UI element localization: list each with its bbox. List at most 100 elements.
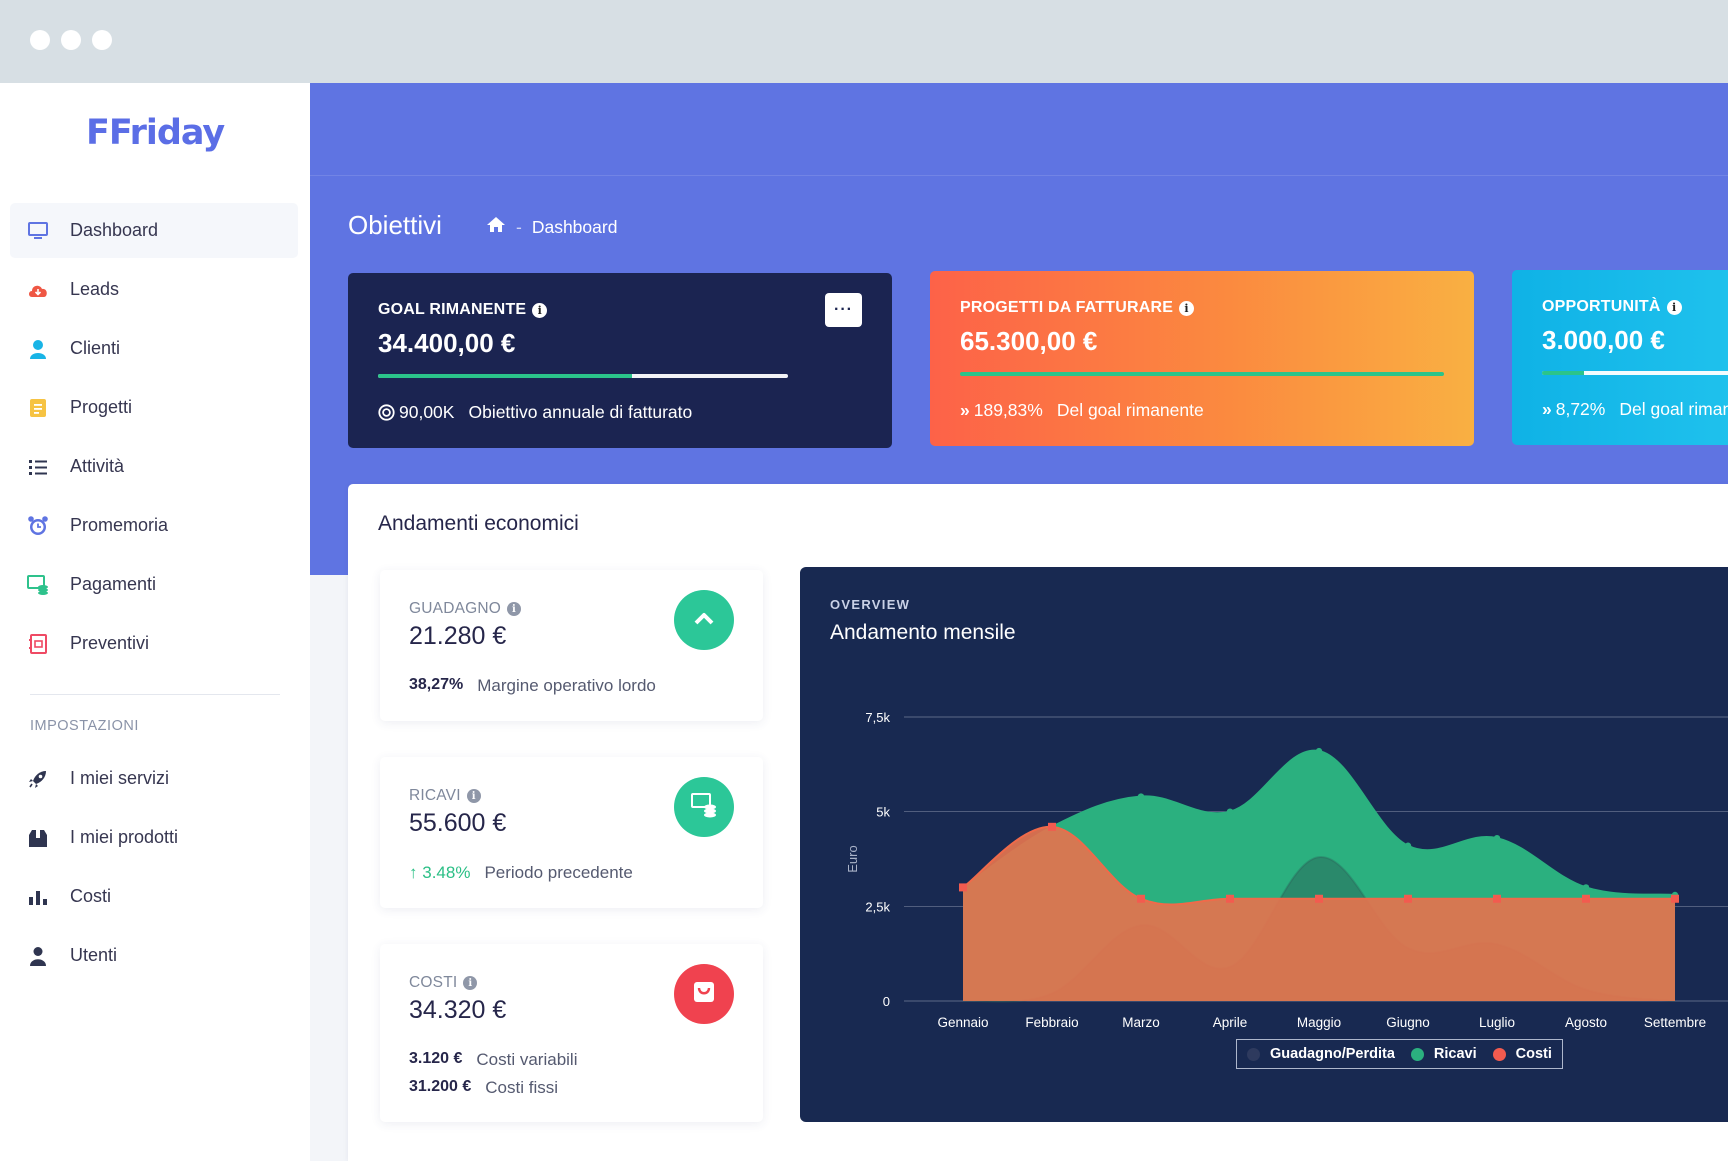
costs-card: COSTI i 34.320 € 3.120 € Costi variabili … — [380, 944, 763, 1122]
data-point[interactable] — [1404, 894, 1412, 903]
costs-button[interactable] — [674, 964, 734, 1024]
data-point[interactable] — [1137, 793, 1145, 800]
user-icon — [27, 338, 49, 360]
window-maximize-button[interactable] — [92, 30, 112, 50]
info-icon[interactable]: i — [1666, 299, 1682, 315]
sidebar-item-dashboard[interactable]: Dashboard — [10, 203, 298, 258]
sidebar-item-label: I miei prodotti — [70, 827, 179, 847]
data-point[interactable] — [1226, 894, 1234, 903]
sidebar-item-label: Dashboard — [70, 220, 159, 240]
more-options-button[interactable]: ··· — [825, 293, 862, 327]
y-tick-label: 5k — [876, 805, 890, 820]
sidebar-item-progetti[interactable]: Progetti — [10, 380, 298, 435]
sidebar-item-prodotti[interactable]: I miei prodotti — [10, 810, 298, 865]
costs-fixed-value: 31.200 € — [409, 1078, 472, 1095]
arrow-up-button[interactable] — [674, 590, 734, 650]
sidebar-item-leads[interactable]: Leads — [10, 262, 298, 317]
legend-swatch — [1492, 1047, 1506, 1061]
data-point[interactable] — [1315, 747, 1323, 755]
app-logo[interactable]: FFriday — [86, 113, 225, 153]
window-minimize-button[interactable] — [61, 30, 81, 50]
data-point[interactable] — [1493, 894, 1501, 903]
double-chevron-right-icon: » — [960, 400, 970, 420]
sidebar-item-label: Leads — [70, 279, 120, 299]
data-point[interactable] — [1404, 842, 1412, 849]
goal-to-invoice-caption: Del goal rimanente — [1056, 400, 1204, 420]
info-icon[interactable]: i — [532, 302, 548, 318]
sidebar-item-label: Preventivi — [70, 633, 150, 653]
overview-chart-card: OVERVIEW Andamento mensile 0 2,5k 5k 7,5k Eu… — [800, 567, 1728, 1122]
sidebar-section-title: IMPOSTAZIONI — [30, 718, 139, 734]
sidebar-item-label: Attività — [70, 456, 125, 476]
data-point[interactable] — [1582, 894, 1590, 903]
data-point[interactable] — [1137, 894, 1145, 903]
home-icon[interactable] — [486, 216, 506, 238]
sidebar-divider — [30, 694, 280, 695]
data-point[interactable] — [1315, 894, 1323, 903]
breadcrumb-current[interactable]: Dashboard — [531, 216, 618, 237]
rocket-icon — [27, 768, 49, 790]
revenue-button[interactable] — [674, 777, 734, 837]
box-icon — [27, 827, 49, 849]
goal-opportunities-label: OPPORTUNITÀ i — [1542, 298, 1682, 316]
data-point[interactable] — [1671, 894, 1679, 903]
y-tick-label: 0 — [883, 994, 890, 1009]
profit-label: GUADAGNO i — [409, 600, 522, 618]
document-icon — [27, 633, 49, 655]
goal-remaining-footer: 90,00K Obiettivo annuale di fatturato — [378, 402, 692, 423]
info-icon[interactable]: i — [1179, 300, 1195, 316]
series-area-costi — [963, 826, 1675, 1001]
costs-variable-row: 3.120 € Costi variabili — [409, 1050, 577, 1070]
data-point[interactable] — [959, 883, 967, 892]
info-icon[interactable]: i — [507, 602, 522, 616]
data-point[interactable] — [1582, 884, 1590, 891]
x-tick-label: Agosto — [1565, 1015, 1607, 1030]
x-tick-label: Luglio — [1479, 1015, 1515, 1030]
legend-item[interactable]: Costi — [1492, 1046, 1552, 1062]
chart-legend: Guadagno/Perdita Ricavi Costi — [1236, 1039, 1563, 1069]
goal-to-invoice-progress — [960, 372, 1444, 376]
sidebar-item-clienti[interactable]: Clienti — [10, 321, 298, 376]
legend-item[interactable]: Ricavi — [1410, 1046, 1477, 1062]
revenue-value: 55.600 € — [409, 809, 507, 837]
data-point[interactable] — [1493, 834, 1501, 842]
window-close-button[interactable] — [30, 30, 50, 50]
goal-to-invoice-footer: » 189,83% Del goal rimanente — [960, 400, 1204, 421]
goal-remaining-value: 34.400,00 € — [378, 328, 516, 358]
sidebar-item-servizi[interactable]: I miei servizi — [10, 751, 298, 806]
revenue-card: RICAVI i 55.600 € ↑ 3.48% Periodo precede… — [380, 757, 763, 908]
data-point[interactable] — [1226, 808, 1234, 815]
goal-remaining-card: GOAL RIMANENTE i 34.400,00 € ··· 90,00K O… — [348, 273, 892, 448]
x-tick-label: Marzo — [1122, 1015, 1160, 1030]
goal-opportunities-progress — [1542, 371, 1728, 375]
monthly-chart: 0 2,5k 5k 7,5k Euro Gennaio Febbraio Marzo April… — [845, 710, 1728, 1030]
sidebar-item-preventivi[interactable]: Preventivi — [10, 616, 298, 671]
legend-item[interactable]: Guadagno/Perdita — [1247, 1046, 1395, 1062]
costs-variable-label: Costi variabili — [476, 1050, 578, 1069]
info-icon[interactable]: i — [463, 976, 478, 990]
overview-title: Andamento mensile — [830, 621, 1016, 644]
profit-footer: 38,27% Margine operativo lordo — [409, 676, 656, 696]
sidebar-item-costi[interactable]: Costi — [10, 869, 298, 924]
revenue-caption: Periodo precedente — [484, 863, 633, 882]
sidebar-item-pagamenti[interactable]: Pagamenti — [10, 557, 298, 612]
sidebar: FFriday Dashboard Leads Clienti Progetti… — [0, 83, 310, 1161]
x-tick-label: Febbraio — [1025, 1015, 1078, 1030]
sidebar-item-attivita[interactable]: Attività — [10, 439, 298, 494]
sidebar-item-label: Clienti — [70, 338, 121, 358]
profit-caption: Margine operativo lordo — [477, 676, 656, 695]
sidebar-item-promemoria[interactable]: Promemoria — [10, 498, 298, 553]
costs-value: 34.320 € — [409, 996, 507, 1024]
series-line — [962, 825, 1675, 906]
goal-to-invoice-value: 65.300,00 € — [960, 326, 1098, 356]
info-icon[interactable]: i — [466, 789, 481, 803]
profit-card: GUADAGNO i 21.280 € 38,27% Margine operat… — [380, 570, 763, 721]
sidebar-item-label: Costi — [70, 886, 112, 906]
data-point[interactable] — [1048, 822, 1056, 831]
goal-opportunities-card: OPPORTUNITÀ i 3.000,00 € » 8,72% Del goal… — [1512, 270, 1728, 445]
goal-opportunities-value: 3.000,00 € — [1542, 325, 1665, 355]
legend-swatch — [1410, 1047, 1424, 1061]
bar-chart-icon — [27, 886, 49, 908]
sidebar-item-utenti[interactable]: Utenti — [10, 928, 298, 983]
profit-percent: 38,27% — [409, 676, 464, 693]
